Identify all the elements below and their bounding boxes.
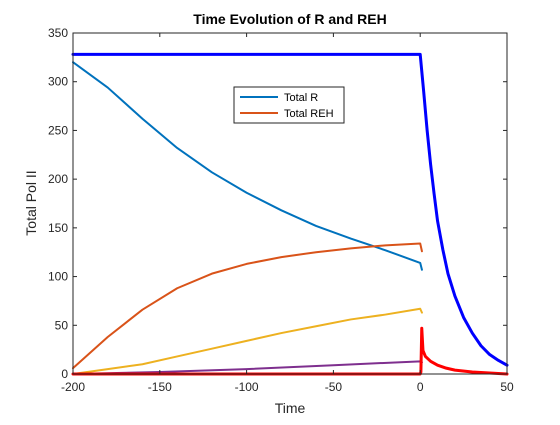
- y-tick-label: 150: [48, 221, 68, 235]
- series-layer: [71, 52, 509, 376]
- legend-entry-label: Total REH: [284, 108, 334, 120]
- series-line-5: [71, 52, 509, 367]
- axes: -200 -150 -100 -50 0 50 0 50 100 150 200 250 300 350: [48, 26, 514, 394]
- series-line-2: [72, 242, 423, 370]
- x-tick-label: -200: [61, 380, 85, 394]
- series-line-3: [72, 307, 423, 375]
- x-axis-label: Time: [275, 400, 306, 416]
- legend-entry-label: Total R: [284, 92, 318, 104]
- y-tick-label: 0: [61, 367, 68, 381]
- y-tick-label: 100: [48, 270, 68, 284]
- y-tick-label: 300: [48, 75, 68, 89]
- chart-title: Time Evolution of R and REH: [193, 11, 386, 27]
- legend-box: [233, 86, 345, 124]
- x-tick-label: -100: [235, 380, 259, 394]
- series-line-1: [72, 61, 423, 271]
- series-line-6: [71, 326, 509, 376]
- y-axis-label: Total Pol II: [23, 170, 39, 235]
- x-tick-label: -50: [325, 380, 343, 394]
- y-tick-label: 250: [48, 123, 68, 137]
- x-tick-label: 0: [417, 380, 424, 394]
- x-tick-label: -150: [148, 380, 172, 394]
- plot-area-frame: [72, 32, 508, 375]
- y-tick-label: 350: [48, 26, 68, 40]
- y-tick-label: 200: [48, 172, 68, 186]
- y-tick-label: 50: [55, 318, 69, 332]
- x-tick-label: 50: [500, 380, 514, 394]
- legend: Total R Total REH: [233, 86, 345, 124]
